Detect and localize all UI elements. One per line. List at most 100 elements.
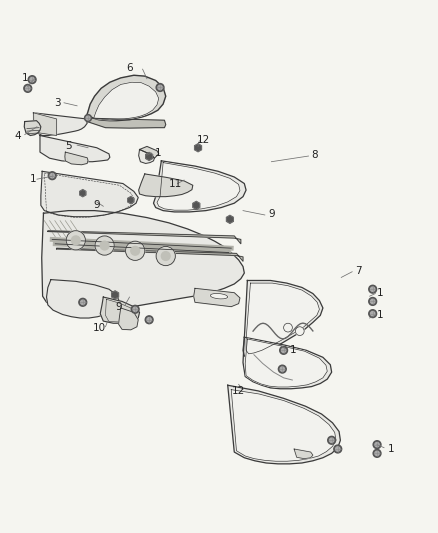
Circle shape [50,174,54,178]
Text: 7: 7 [355,266,362,276]
Circle shape [279,365,286,373]
Text: 9: 9 [93,200,100,211]
Text: 8: 8 [312,150,318,160]
Circle shape [133,307,138,311]
Polygon shape [153,161,246,212]
Circle shape [86,116,90,120]
Circle shape [329,438,334,442]
Circle shape [375,451,379,456]
Polygon shape [33,113,87,135]
Text: 1: 1 [30,174,37,184]
Circle shape [161,252,170,261]
Text: 1: 1 [21,73,28,83]
Circle shape [280,367,284,372]
Circle shape [284,323,292,332]
Text: 10: 10 [92,324,106,334]
Circle shape [280,346,288,354]
Circle shape [371,311,375,316]
Circle shape [156,84,164,92]
Circle shape [48,172,56,180]
Circle shape [79,298,87,306]
Circle shape [373,449,381,457]
Polygon shape [140,147,159,158]
Text: 9: 9 [115,302,122,312]
Polygon shape [128,197,134,204]
Circle shape [66,231,85,250]
Polygon shape [194,144,201,152]
Polygon shape [86,75,166,120]
Circle shape [25,86,30,91]
Circle shape [369,310,377,318]
Polygon shape [194,288,240,306]
Circle shape [156,246,175,265]
Polygon shape [243,280,323,357]
Circle shape [369,285,377,293]
Circle shape [371,287,375,292]
Text: 9: 9 [268,209,275,219]
Circle shape [95,236,114,255]
Polygon shape [245,339,327,387]
Circle shape [371,299,375,304]
Circle shape [81,300,85,304]
Text: 12: 12 [197,135,210,145]
Polygon shape [231,390,336,461]
Circle shape [85,115,92,122]
Circle shape [295,327,304,335]
Polygon shape [139,174,193,197]
Polygon shape [80,190,86,197]
Circle shape [28,76,36,84]
Polygon shape [119,308,138,330]
Polygon shape [228,385,340,464]
Text: 1: 1 [290,345,297,356]
Polygon shape [57,248,243,261]
Ellipse shape [210,294,228,299]
Circle shape [100,241,109,250]
Polygon shape [193,201,200,209]
Text: 4: 4 [15,132,21,141]
Text: 3: 3 [54,98,61,108]
Circle shape [126,241,145,261]
Circle shape [145,316,153,324]
Polygon shape [246,283,319,354]
Polygon shape [65,152,88,165]
Circle shape [131,305,139,313]
Text: 12: 12 [232,386,245,396]
Polygon shape [41,171,138,217]
Circle shape [373,441,381,449]
Text: 1: 1 [377,310,384,319]
Circle shape [336,447,340,451]
Polygon shape [48,231,241,244]
Text: 1: 1 [155,148,161,158]
Polygon shape [226,215,233,223]
Polygon shape [94,82,159,120]
Circle shape [328,437,336,444]
Circle shape [375,442,379,447]
Circle shape [334,445,342,453]
Polygon shape [157,163,240,210]
Text: 1: 1 [388,444,395,454]
Polygon shape [243,337,332,389]
Circle shape [71,236,80,245]
Polygon shape [139,149,154,164]
Polygon shape [100,297,140,323]
Polygon shape [146,152,152,160]
Text: 11: 11 [169,180,182,189]
Polygon shape [46,280,120,318]
Polygon shape [112,291,119,299]
Text: 5: 5 [65,141,72,151]
Circle shape [24,84,32,92]
Text: 6: 6 [126,63,133,73]
Polygon shape [42,211,244,313]
Text: 1: 1 [377,288,384,298]
Circle shape [158,85,162,90]
Circle shape [369,297,377,305]
Polygon shape [40,135,110,161]
Circle shape [147,318,151,322]
Circle shape [30,77,34,82]
Polygon shape [33,113,57,135]
Circle shape [282,348,286,352]
Polygon shape [24,120,41,135]
Circle shape [131,246,140,255]
Polygon shape [294,449,313,458]
Polygon shape [86,118,166,128]
